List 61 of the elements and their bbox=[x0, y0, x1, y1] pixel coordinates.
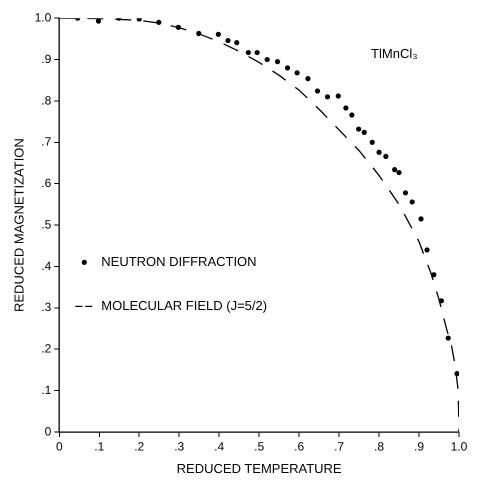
point bbox=[438, 298, 444, 304]
point bbox=[362, 130, 367, 136]
x-tick-label: .8 bbox=[374, 440, 384, 454]
point bbox=[446, 335, 451, 341]
point bbox=[246, 50, 251, 56]
x-tick-label: .6 bbox=[294, 440, 304, 454]
point bbox=[225, 38, 231, 44]
point bbox=[136, 18, 142, 22]
point bbox=[383, 154, 388, 160]
point bbox=[392, 167, 398, 172]
point bbox=[396, 170, 402, 176]
x-tick-label: 0 bbox=[56, 440, 63, 454]
y-tick-label: .3 bbox=[41, 300, 52, 314]
y-tick-label: .2 bbox=[41, 342, 52, 356]
y-tick-label: .9 bbox=[41, 52, 52, 66]
point bbox=[156, 20, 162, 25]
y-tick-label: .4 bbox=[41, 258, 52, 273]
point bbox=[376, 150, 382, 155]
point bbox=[216, 32, 221, 37]
legend-label: NEUTRON DIFFRACTION bbox=[101, 254, 257, 269]
x-tick-label: .5 bbox=[254, 440, 264, 454]
x-axis-title: REDUCED TEMPERATURE bbox=[176, 460, 342, 476]
x-tick-label: .9 bbox=[414, 440, 424, 454]
x-tick-label: .2 bbox=[134, 440, 145, 454]
point bbox=[349, 112, 354, 118]
y-tick-label: 0 bbox=[44, 424, 52, 438]
x-tick-label: 1.0 bbox=[450, 440, 468, 454]
point bbox=[431, 272, 436, 278]
x-tick-label: .7 bbox=[334, 440, 344, 454]
y-tick-label: .8 bbox=[41, 93, 52, 108]
point bbox=[424, 247, 430, 253]
point bbox=[294, 70, 300, 76]
point bbox=[402, 190, 408, 196]
point bbox=[314, 88, 320, 94]
point bbox=[196, 30, 202, 36]
y-tick-label: 1.0 bbox=[34, 10, 52, 25]
y-tick-label: .5 bbox=[41, 217, 52, 232]
point bbox=[234, 40, 240, 46]
x-tick-label: .1 bbox=[94, 440, 105, 454]
y-tick-label: .7 bbox=[41, 134, 52, 149]
y-axis-title: REDUCED MAGNETIZATION bbox=[11, 138, 26, 312]
y-tick-label: .6 bbox=[41, 176, 52, 190]
point bbox=[454, 371, 459, 376]
legend-label: MOLECULAR FIELD (J=5/2) bbox=[101, 298, 268, 313]
point bbox=[356, 126, 362, 132]
x-tick-label: .3 bbox=[174, 440, 185, 454]
point bbox=[274, 59, 280, 64]
annotation: TlMnCl₃ bbox=[371, 46, 418, 61]
x-tick-label: .4 bbox=[214, 440, 224, 454]
point bbox=[264, 56, 270, 62]
point bbox=[324, 94, 330, 100]
point bbox=[343, 105, 348, 111]
point bbox=[254, 50, 260, 56]
point bbox=[176, 24, 181, 30]
point bbox=[370, 140, 375, 145]
y-tick-label: .1 bbox=[41, 382, 52, 397]
point bbox=[410, 199, 415, 205]
point bbox=[305, 76, 311, 82]
point bbox=[418, 216, 424, 222]
point bbox=[336, 93, 341, 99]
point bbox=[284, 65, 290, 70]
